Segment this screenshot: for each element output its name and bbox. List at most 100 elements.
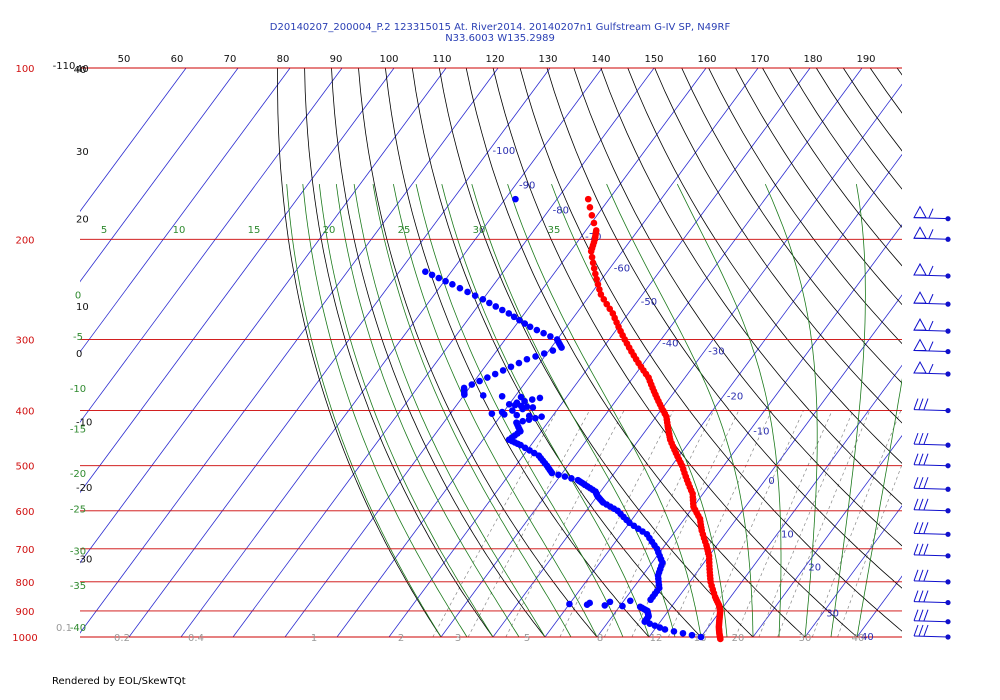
top-axis-label: 80 (277, 54, 290, 65)
pressure-label: 800 (15, 578, 34, 589)
wind-barb-feather (928, 341, 934, 351)
temperature-point (623, 340, 631, 347)
isotherm-line (180, 68, 603, 638)
dewpoint-point (428, 271, 436, 279)
wind-barb-shaft (913, 554, 949, 557)
wind-barb-feather (913, 498, 919, 510)
wind-barb (913, 291, 951, 307)
temperature-point (661, 410, 669, 417)
isotherm-label: -10 (753, 426, 769, 437)
mixing-ratio-label: 12 (650, 633, 663, 644)
wind-barb (913, 522, 951, 537)
dewpoint-point (471, 292, 479, 299)
wind-barb-feather (918, 569, 924, 582)
moist-adiabat-label: -30 (70, 547, 86, 558)
temperature-point (632, 355, 640, 363)
dewpoint-point (655, 581, 663, 589)
dewpoint-point (670, 628, 678, 635)
dewpoint-point (561, 473, 569, 480)
top-axis-label: 140 (591, 54, 610, 65)
dewpoint-point (619, 602, 626, 610)
isotherm-label: -40 (662, 339, 678, 350)
dewpoint-point (513, 411, 521, 419)
wind-barb-pennant (913, 318, 927, 331)
temperature-point (716, 634, 724, 641)
moist-adiabat-label: 35 (548, 225, 561, 236)
dewpoint-point (598, 497, 605, 505)
mixing-ratio-label: 0.1 (56, 623, 72, 634)
dry-adiabat-label: 0 (76, 349, 82, 360)
isotherm-line (856, 575, 902, 638)
wind-barb-pennant (913, 205, 927, 219)
wind-barb-feather (918, 432, 924, 445)
dry-adiabat-label: -30 (76, 555, 92, 566)
dry-adiabat-line (492, 68, 858, 638)
dewpoint-point (512, 195, 519, 203)
wind-barb-pennant (913, 226, 927, 239)
top-axis-label: 60 (171, 54, 184, 65)
wind-barb-feather (913, 432, 919, 445)
dewpoint-point (526, 323, 534, 331)
wind-barb (913, 498, 951, 514)
wind-barb (913, 609, 951, 625)
dry-adiabat-line (958, 42, 1000, 637)
wind-barb (913, 398, 951, 414)
isotherm-line (804, 505, 902, 638)
wind-barb-station (945, 579, 951, 585)
wind-barb-shaft (913, 443, 949, 446)
wind-barb (913, 205, 951, 222)
dewpoint-point (679, 629, 687, 637)
moist-adiabat-label: 0 (75, 290, 81, 301)
dewpoint-point (697, 633, 705, 641)
dewpoint-point (456, 284, 464, 292)
wind-barb-feather (918, 398, 924, 410)
dewpoint-point (657, 555, 665, 563)
chart-title: D20140207_200004_P.2 123315015 At. River… (0, 22, 1000, 44)
dewpoint-point (528, 396, 536, 403)
wind-barb (913, 624, 951, 640)
wind-barb-shaft (913, 532, 949, 535)
wind-barb-feather (913, 398, 919, 410)
wind-barb-shaft (913, 487, 949, 490)
isotherm-label: 30 (826, 609, 839, 620)
wind-barb-feather (918, 543, 924, 555)
dewpoint-point (476, 377, 483, 385)
wind-barb (913, 569, 951, 585)
dry-adiabat-line (573, 68, 902, 547)
dry-adiabat-label: 20 (76, 215, 89, 226)
pressure-label: 500 (15, 462, 34, 473)
mixing-ratio-line (735, 410, 833, 638)
temperature-point (590, 219, 598, 227)
temperature-point (592, 270, 599, 278)
moist-adiabat-label: -40 (70, 623, 86, 634)
dewpoint-point (491, 370, 499, 378)
isotherm-label: 40 (861, 632, 874, 643)
temperature-point (671, 446, 678, 454)
dewpoint-point (505, 401, 513, 408)
temperature-point (677, 459, 684, 466)
top-axis-label: 190 (856, 54, 875, 65)
dewpoint-point (442, 277, 449, 285)
wind-barb-feather (928, 320, 934, 331)
wind-barb-shaft (913, 580, 949, 583)
pressure-label: 100 (15, 64, 34, 75)
mixing-ratio-label: 1 (311, 633, 317, 644)
temperature-point (588, 212, 596, 219)
temperature-point (687, 487, 695, 494)
dewpoint-point (649, 593, 657, 601)
isotherm-line (700, 364, 902, 638)
isotherm-label: -60 (614, 263, 630, 274)
dewpoint-point (498, 392, 506, 400)
dry-adiabat-line (411, 68, 702, 638)
dewpoint-point (521, 397, 528, 405)
top-axis-label: 120 (485, 54, 504, 65)
dry-adiabat-line (627, 68, 902, 464)
dewpoint-point (514, 440, 521, 448)
isotherm-line (80, 68, 343, 423)
dry-adiabat-label: 30 (76, 147, 89, 158)
top-axis-label: 170 (750, 54, 769, 65)
wind-barb (913, 477, 951, 492)
isotherm-label: -50 (641, 297, 657, 308)
wind-barb-feather (928, 208, 934, 218)
